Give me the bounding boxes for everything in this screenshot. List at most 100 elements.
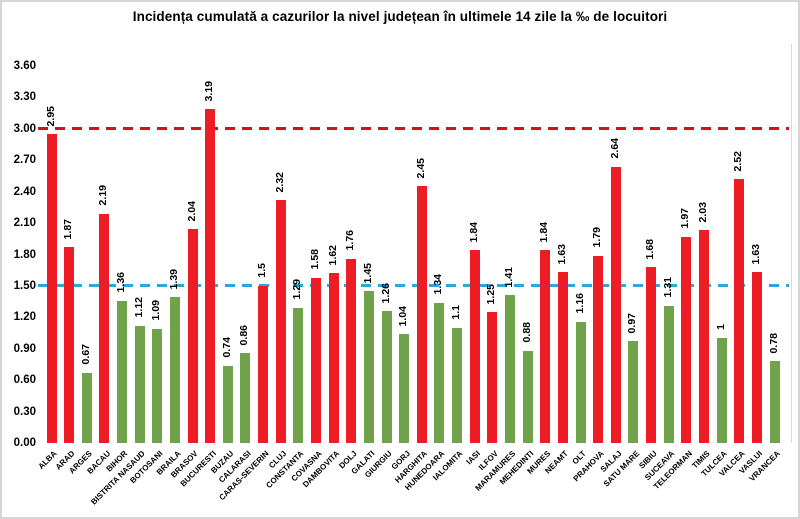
bar [46,134,57,443]
bar-value-label: 2.32 [273,171,286,193]
bar-value-label: 1.25 [485,283,498,305]
bar-value-label: 0.74 [220,337,233,358]
bar-value-label: 1.84 [538,221,551,243]
bar-value-label: 2.03 [696,201,709,223]
bar [610,166,621,443]
bar-value-label: 1.04 [397,305,410,327]
bar [681,236,692,443]
bar [663,305,674,443]
bar-value-label: 1.39 [167,269,180,290]
bar [81,372,92,443]
bar-value-label: 1.79 [591,227,604,248]
bar-value-label: 1.45 [361,262,374,284]
y-axis-tick-label: 2.10 [13,217,36,230]
bar-value-label: 1.63 [749,243,762,265]
bar [734,179,745,443]
bar-value-label: 2.64 [608,138,621,159]
bar [557,272,568,443]
bar-value-label: 1.63 [555,243,568,265]
plot-right-border [791,44,792,443]
bar [487,312,498,443]
y-axis-tick-label: 0.60 [13,374,36,387]
chart-title: Incidența cumulată a cazurilor la nivel … [132,9,668,24]
bar-value-label: 1.09 [150,300,163,321]
bar [64,247,75,443]
bar [698,230,709,443]
bar [505,295,515,443]
bar-value-label: 1.12 [132,297,145,318]
bar [346,258,357,443]
bar-value-label: 0.78 [767,332,780,354]
bar-value-label: 1.84 [467,221,480,243]
bar-value-label: 2.19 [97,185,110,206]
bar [134,325,145,443]
bar [628,341,639,443]
bar-value-label: 1.97 [679,208,692,229]
bar [117,300,128,443]
bar-value-label: 1.1 [450,305,463,320]
bar-value-label: 3.19 [203,80,216,101]
y-axis-tick-label: 0.90 [13,342,36,355]
bar-value-label: 1.76 [344,230,357,251]
bar [522,350,533,443]
bar [293,307,304,443]
y-axis-tick-label: 3.60 [13,60,36,72]
bar-value-label: 1.5 [256,263,269,278]
bar-value-label: 1.62 [326,244,339,266]
bar-value-label: 0.97 [626,312,639,334]
bar [311,277,322,443]
bar-value-label: 1.31 [661,277,674,298]
y-axis-tick-label: 1.20 [13,311,36,324]
bar [469,250,480,443]
bar [240,352,251,443]
bar-value-label: 1.29 [291,279,304,300]
bar-value-label: 0.88 [520,322,533,343]
bar-value-label: 2.95 [44,105,57,127]
bar [275,200,286,443]
bar [593,255,604,443]
bar [258,285,269,443]
bar-value-label: 0.67 [79,344,92,365]
bar [434,302,445,443]
bar [205,108,216,443]
bar-value-label: 1.26 [379,282,392,304]
bar-value-label: 1.87 [62,218,75,240]
bar [222,365,233,443]
bar [540,250,551,443]
bar [187,229,198,443]
bar-value-label: 1.68 [644,238,657,260]
bar [575,321,586,443]
bar [99,213,110,443]
y-axis-tick-label: 0.00 [13,437,36,449]
bar [399,334,410,443]
y-axis-tick-label: 1.80 [13,248,36,261]
bar [152,328,163,443]
bar [363,291,374,443]
y-axis-tick-label: 2.40 [13,185,36,198]
bar-value-label: 1.34 [432,274,445,295]
bar [716,338,727,443]
bar [751,272,762,443]
bar-value-label: 1.36 [115,272,128,293]
bar-value-label: 1.58 [309,249,322,270]
bar [381,311,392,443]
bar-value-label: 1.16 [573,293,586,314]
y-axis-tick-label: 0.30 [13,405,36,418]
bar [416,186,427,443]
bar [328,273,339,443]
bar-value-label: 2.52 [732,150,745,172]
y-axis-tick-label: 3.00 [13,122,36,135]
bar [169,297,180,443]
bar-value-label: 2.45 [414,158,427,179]
bar-value-label: 2.04 [185,200,198,222]
y-axis-tick-label: 1.50 [13,279,36,292]
bar [769,361,780,443]
red-threshold-line [38,127,789,131]
bar [646,267,657,443]
blue-threshold-line [38,284,789,288]
bar-value-label: 1 [714,324,727,331]
y-axis-tick-label: 3.30 [13,91,36,104]
bar [452,327,463,443]
bar-value-label: 1.41 [503,266,515,288]
